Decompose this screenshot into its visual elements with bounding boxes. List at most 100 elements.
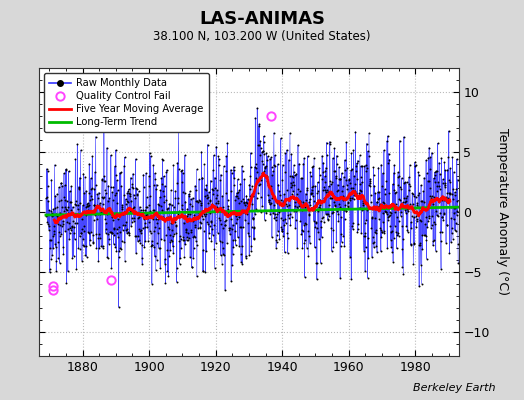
Point — [304, 211, 313, 217]
Point — [339, 192, 347, 199]
Point — [68, 209, 77, 216]
Point — [237, 198, 246, 205]
Point — [54, 239, 63, 245]
Point — [156, 194, 164, 200]
Point — [401, 179, 409, 185]
Point — [53, 214, 62, 220]
Point — [51, 241, 59, 247]
Point — [58, 204, 66, 210]
Point — [368, 234, 377, 240]
Point — [231, 197, 239, 204]
Point — [343, 182, 351, 188]
Point — [293, 191, 302, 198]
Point — [405, 174, 413, 180]
Point — [172, 222, 180, 228]
Point — [275, 236, 283, 242]
Point — [192, 166, 201, 173]
Point — [374, 189, 382, 195]
Point — [270, 201, 278, 208]
Point — [310, 218, 318, 224]
Point — [48, 210, 56, 216]
Point — [425, 213, 433, 219]
Point — [67, 183, 75, 189]
Point — [308, 184, 316, 190]
Point — [147, 153, 155, 159]
Point — [227, 188, 236, 194]
Point — [81, 251, 90, 258]
Point — [74, 244, 83, 251]
Point — [257, 170, 266, 176]
Point — [416, 242, 424, 248]
Point — [134, 238, 142, 244]
Point — [370, 238, 378, 245]
Point — [56, 260, 64, 266]
Point — [164, 214, 172, 220]
Point — [382, 178, 390, 184]
Point — [422, 256, 431, 262]
Point — [189, 254, 198, 261]
Point — [370, 244, 378, 250]
Point — [185, 188, 194, 194]
Point — [389, 258, 397, 265]
Point — [201, 186, 209, 192]
Point — [220, 252, 228, 258]
Point — [193, 241, 201, 248]
Point — [200, 192, 209, 199]
Point — [98, 176, 106, 182]
Point — [274, 161, 282, 167]
Point — [419, 206, 427, 212]
Point — [159, 188, 168, 194]
Point — [442, 194, 450, 200]
Point — [190, 233, 198, 240]
Point — [300, 221, 308, 228]
Point — [373, 198, 381, 205]
Point — [187, 264, 195, 270]
Point — [110, 225, 118, 231]
Point — [75, 186, 83, 192]
Point — [258, 203, 267, 209]
Point — [161, 260, 169, 267]
Point — [244, 230, 252, 236]
Point — [348, 184, 357, 191]
Point — [431, 221, 440, 228]
Point — [211, 174, 219, 181]
Point — [201, 212, 209, 219]
Point — [176, 232, 184, 239]
Point — [294, 198, 303, 205]
Point — [208, 238, 216, 244]
Point — [264, 153, 272, 160]
Point — [320, 184, 329, 190]
Point — [83, 202, 91, 209]
Point — [437, 266, 445, 272]
Point — [208, 186, 216, 192]
Point — [131, 195, 139, 201]
Point — [449, 185, 457, 192]
Point — [103, 211, 111, 217]
Point — [107, 264, 116, 271]
Point — [452, 212, 461, 218]
Point — [305, 196, 314, 202]
Point — [176, 254, 184, 261]
Point — [69, 210, 78, 216]
Point — [185, 210, 194, 217]
Point — [274, 181, 282, 188]
Point — [275, 208, 283, 215]
Point — [85, 190, 94, 196]
Point — [154, 216, 162, 222]
Point — [258, 148, 266, 155]
Point — [272, 244, 280, 251]
Point — [188, 264, 196, 270]
Point — [265, 199, 273, 206]
Point — [217, 208, 225, 214]
Point — [434, 196, 443, 202]
Point — [205, 210, 214, 216]
Point — [303, 153, 312, 159]
Point — [281, 216, 290, 222]
Point — [391, 209, 399, 216]
Point — [412, 216, 421, 222]
Point — [60, 207, 69, 214]
Point — [385, 156, 394, 163]
Point — [351, 192, 359, 198]
Text: 38.100 N, 103.200 W (United States): 38.100 N, 103.200 W (United States) — [153, 30, 371, 43]
Point — [163, 224, 172, 230]
